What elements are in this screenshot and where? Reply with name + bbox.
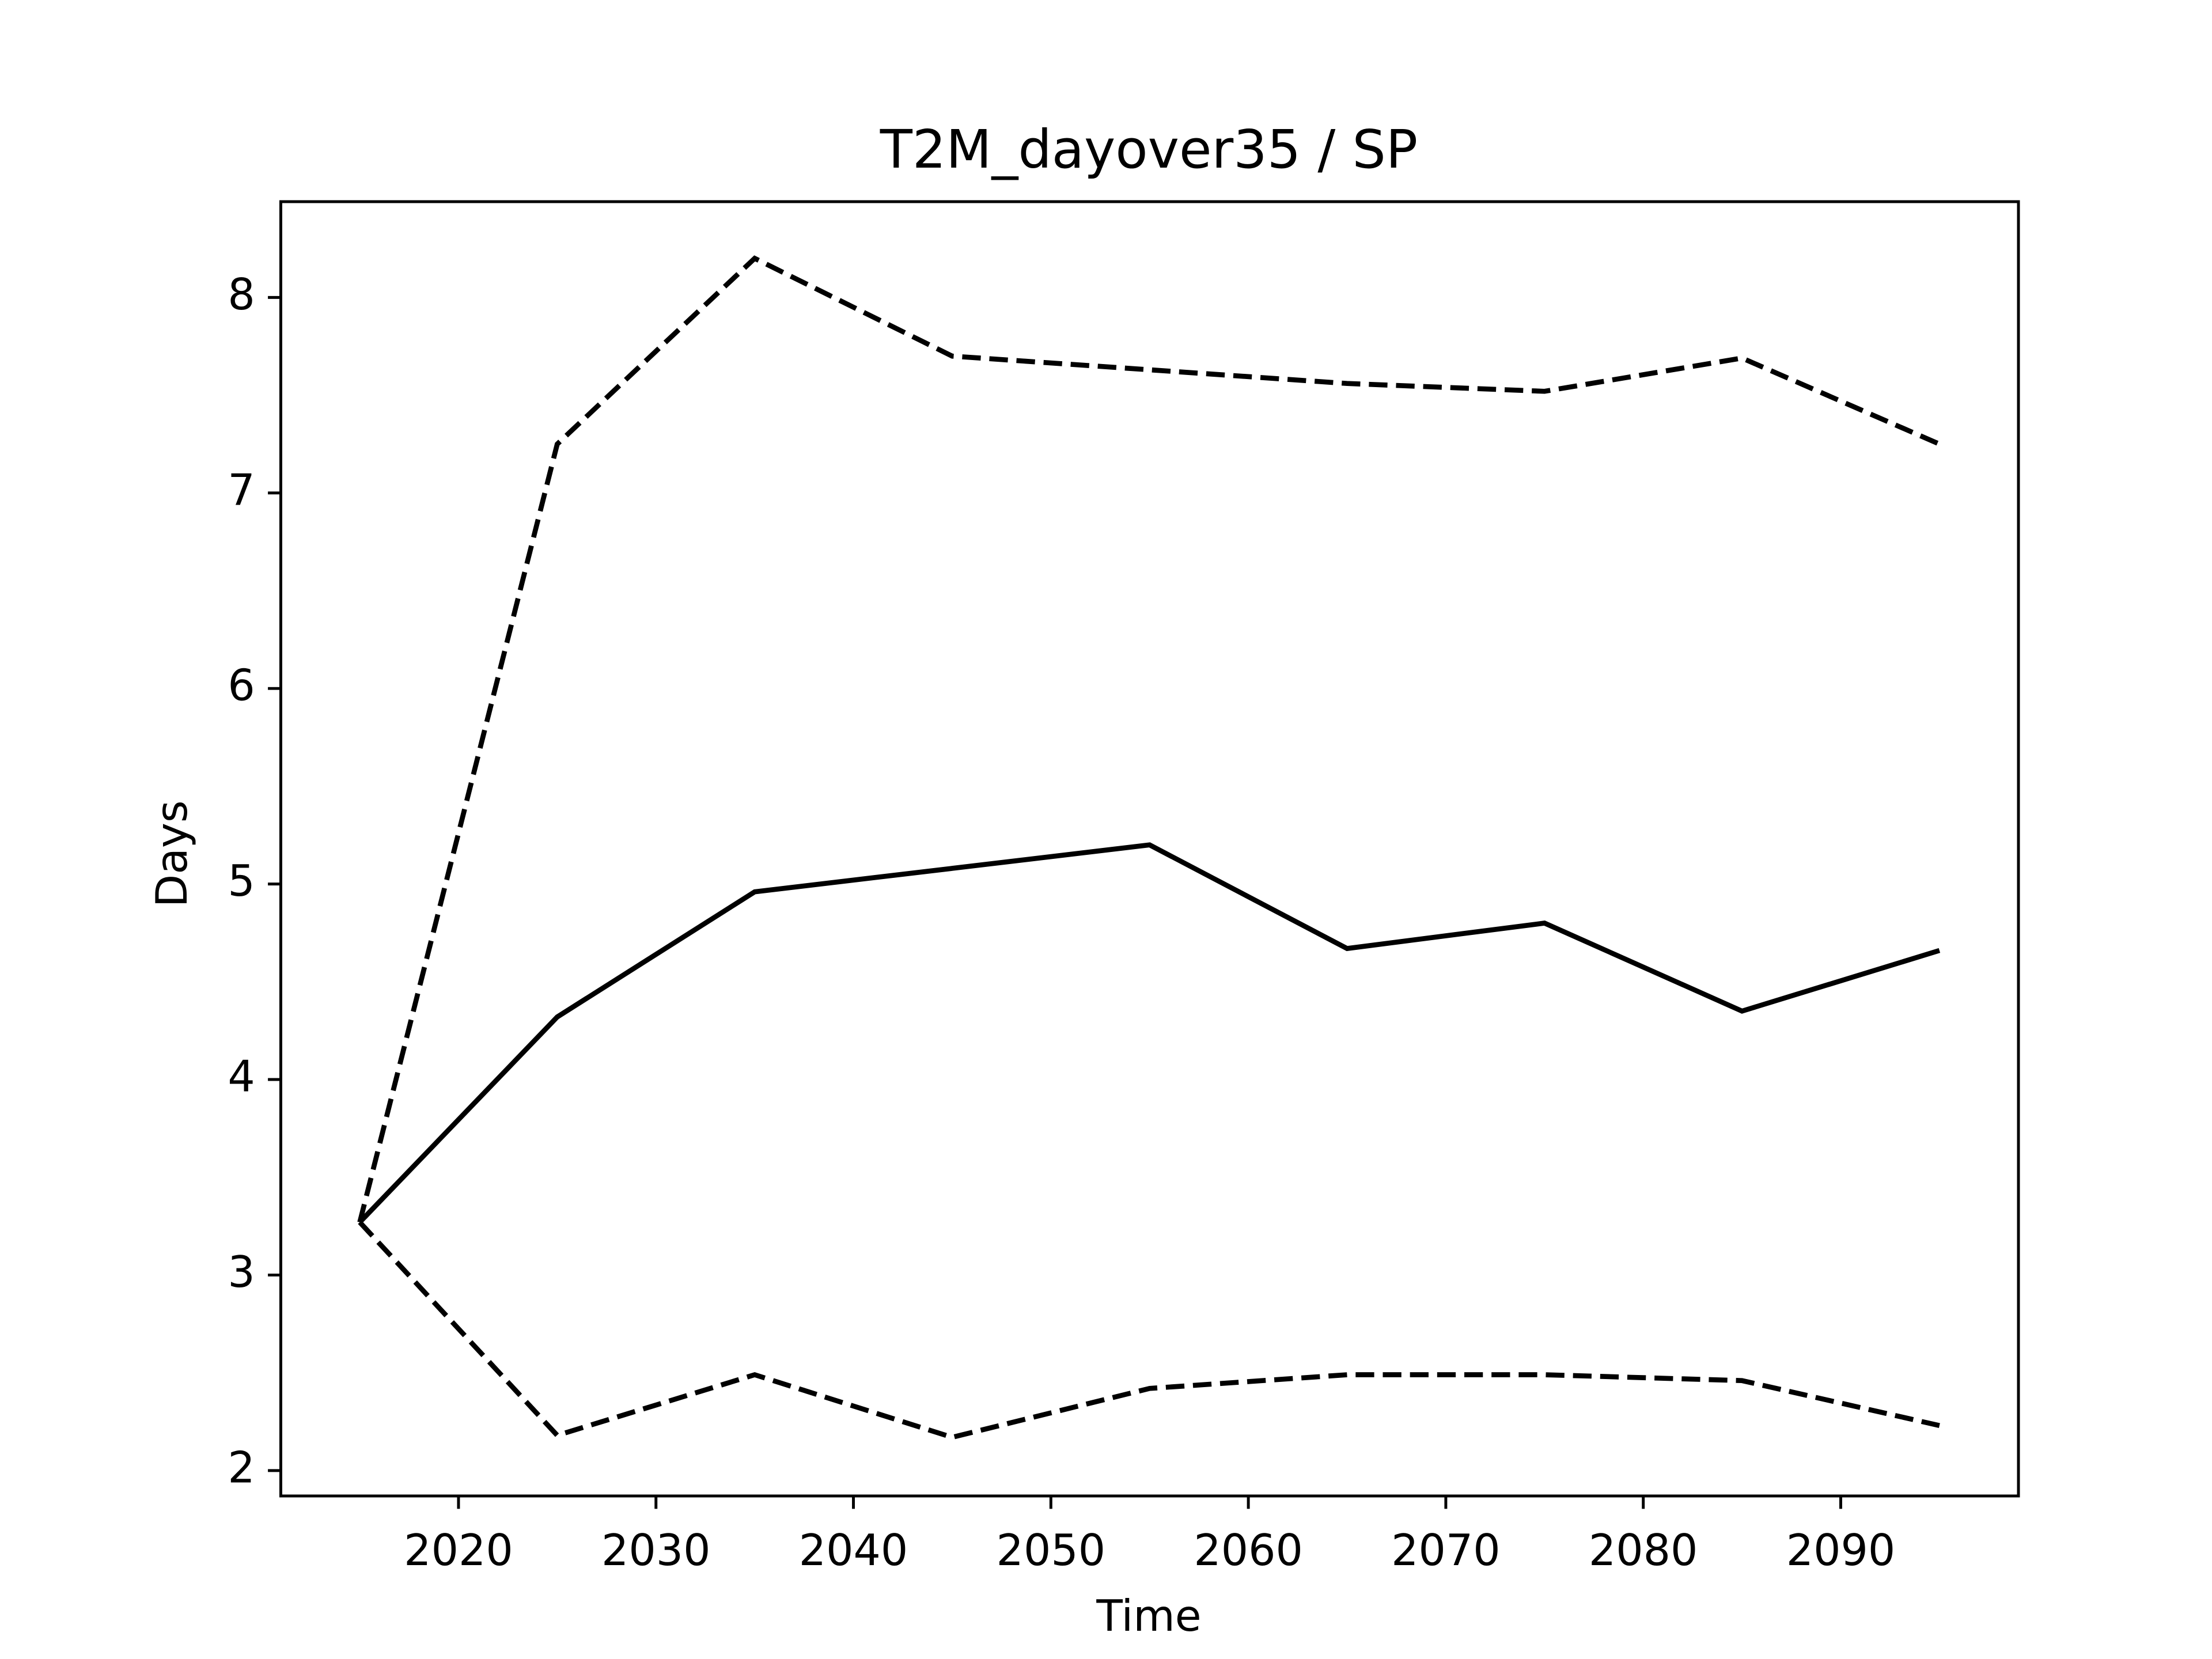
line-series bbox=[357, 255, 1941, 1223]
y-tick-label: 6 bbox=[228, 661, 255, 711]
x-tick-label: 2060 bbox=[1194, 1525, 1303, 1575]
x-tick-label: 2090 bbox=[1786, 1525, 1896, 1575]
x-axis-label: Time bbox=[1096, 1591, 1201, 1641]
chart-title: T2M_dayover35 / SP bbox=[880, 119, 1418, 180]
y-tick-label: 7 bbox=[228, 465, 255, 515]
plot-frame bbox=[279, 200, 2020, 1498]
y-axis-label: Days bbox=[147, 800, 197, 907]
x-tick-label: 2080 bbox=[1589, 1525, 1698, 1575]
x-tick-label: 2070 bbox=[1391, 1525, 1501, 1575]
y-tick-label: 2 bbox=[228, 1442, 255, 1493]
y-tick-label: 4 bbox=[228, 1052, 255, 1102]
line-series bbox=[358, 1220, 1940, 1440]
x-tick-label: 2040 bbox=[799, 1525, 908, 1575]
y-tick-label: 8 bbox=[228, 270, 255, 320]
x-tick-label: 2020 bbox=[404, 1525, 513, 1575]
x-tick-label: 2030 bbox=[601, 1525, 711, 1575]
x-tick-label: 2050 bbox=[997, 1525, 1106, 1575]
y-tick-label: 5 bbox=[228, 856, 255, 906]
y-tick-label: 3 bbox=[228, 1247, 255, 1297]
line-series bbox=[358, 842, 1941, 1224]
